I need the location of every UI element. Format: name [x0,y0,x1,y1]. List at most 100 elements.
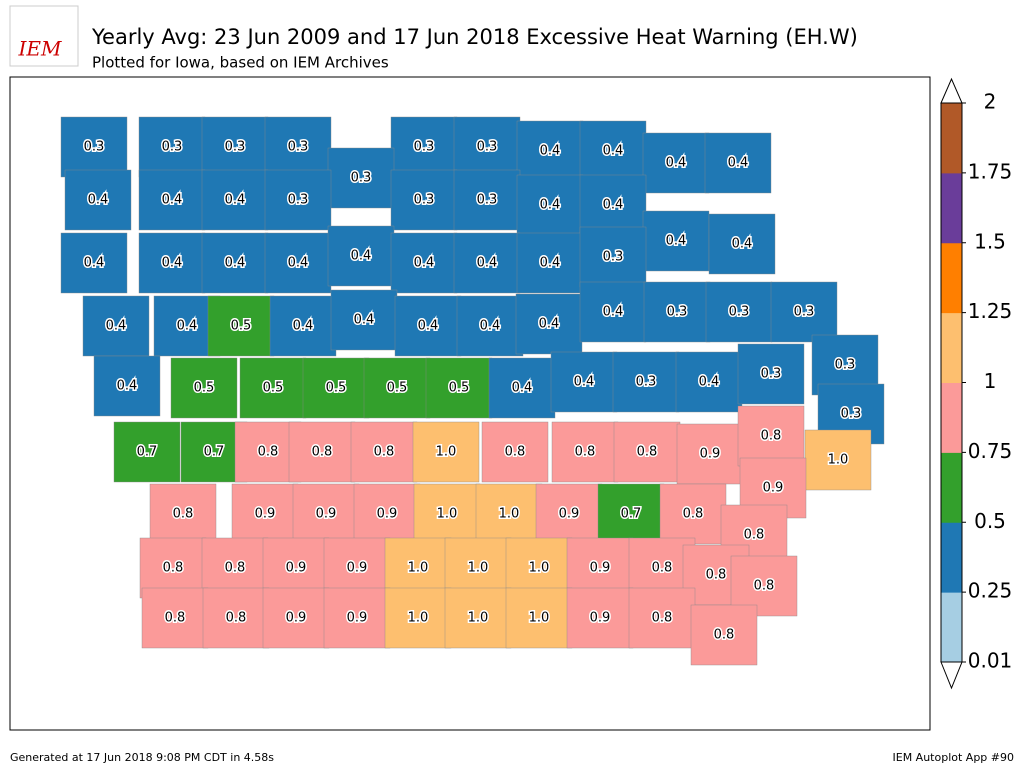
county [628,587,696,649]
county-label: 0.5 [326,381,347,396]
county-label: 0.8 [744,528,765,543]
county-label: 0.3 [794,305,815,320]
colorbar-label: 1 [984,369,997,393]
county-label: 0.4 [293,319,314,334]
county-label: 0.4 [225,193,246,208]
county-label: 0.7 [204,445,225,460]
county-label: 0.4 [540,144,561,159]
county-label: 0.3 [603,250,624,265]
county-label: 0.4 [666,234,687,249]
colorbar-segment [941,312,962,383]
county-label: 0.9 [255,507,276,522]
county-label: 0.8 [683,507,704,522]
county-label: 0.8 [652,611,673,626]
county-label: 1.0 [529,611,550,626]
county [138,232,206,294]
county [302,357,370,419]
county-label: 0.4 [162,256,183,271]
county-label: 0.4 [539,317,560,332]
footer-right: IEM Autoplot App #90 [893,751,1015,764]
county-label: 0.3 [636,375,657,390]
county-label: 1.0 [529,561,550,576]
county [60,116,128,178]
colorbar-label: 0.25 [968,579,1013,603]
county-label: 0.7 [137,445,158,460]
colorbar-segment [941,103,962,174]
county [384,587,452,649]
county-label: 0.4 [512,381,533,396]
county-label: 0.9 [316,507,337,522]
county-label: 0.4 [351,249,372,264]
county-label: 0.8 [173,507,194,522]
title: Yearly Avg: 23 Jun 2009 and 17 Jun 2018 … [91,25,858,49]
county [60,232,128,294]
logo-text: IEM [18,37,63,61]
county [444,587,512,649]
colorbar-segment [941,172,962,244]
county-label: 0.4 [574,375,595,390]
county [708,213,776,275]
county [804,429,872,491]
county [64,169,132,231]
colorbar-segment [941,452,962,523]
county [239,357,307,419]
county [456,295,524,357]
county-label: 0.9 [286,611,307,626]
county-label: 0.8 [374,445,395,460]
county [288,421,356,483]
county-label: 0.9 [559,507,580,522]
county-label: 0.3 [835,358,856,373]
county [579,281,647,343]
county [453,169,521,231]
county [201,232,269,294]
county [516,232,584,294]
county-label: 1.0 [436,445,457,460]
subtitle: Plotted for Iowa, based on IEM Archives [92,54,389,72]
colorbar-arrow [940,661,963,690]
county-label: 0.8 [258,445,279,460]
county-label: 0.3 [84,140,105,155]
county [350,421,418,483]
county-label: 0.8 [637,445,658,460]
county-label: 1.0 [408,611,429,626]
county-label: 0.4 [603,198,624,213]
county [737,343,805,405]
map-frame [9,76,931,731]
county [412,421,480,483]
county-label: 1.0 [468,611,489,626]
county [705,281,773,343]
county-label: 0.3 [225,140,246,155]
county [264,232,332,294]
county [475,483,543,545]
county-label: 0.4 [414,256,435,271]
county-label: 0.9 [286,561,307,576]
county-label: 0.5 [387,381,408,396]
county-label: 0.3 [288,193,309,208]
county-label: 0.9 [377,507,398,522]
county [770,281,838,343]
county-label: 0.3 [288,140,309,155]
county-label: 0.8 [163,561,184,576]
county [642,210,710,272]
county-label: 0.9 [700,447,721,462]
county [659,483,727,545]
county [413,483,481,545]
county-label: 0.5 [194,381,215,396]
footer-left: Generated at 17 Jun 2018 9:08 PM CDT in … [10,751,274,764]
county-label: 0.3 [477,193,498,208]
county-label: 0.5 [231,319,252,334]
county-label: 0.8 [754,579,775,594]
county [390,232,458,294]
county [323,587,391,649]
county-label: 0.4 [354,313,375,328]
county [579,226,647,288]
county [613,421,681,483]
county-label: 0.3 [414,140,435,155]
county-label: 0.4 [288,256,309,271]
county [170,357,238,419]
county [690,604,758,666]
county-label: 0.9 [347,561,368,576]
colorbar-segment [941,592,962,663]
logo-box [9,5,79,67]
colorbar-label: 0.01 [968,649,1013,673]
